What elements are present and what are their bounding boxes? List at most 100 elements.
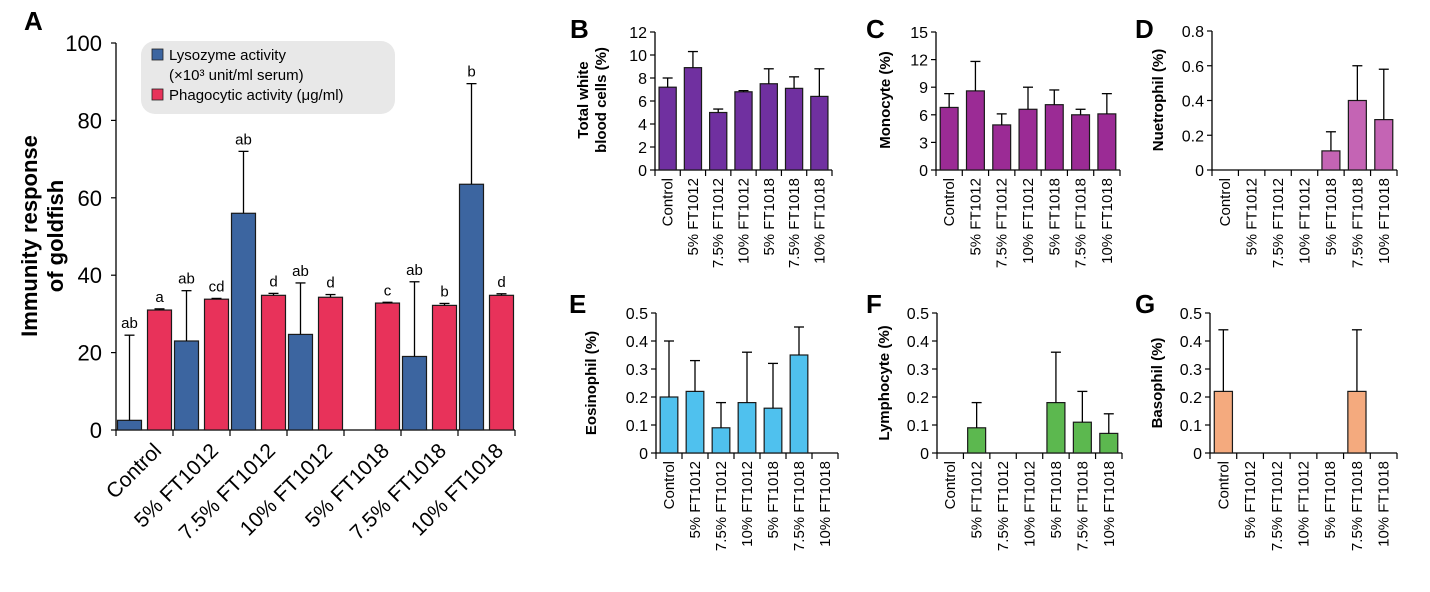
x-category-label: 5% FT1018 xyxy=(1046,178,1063,256)
y-axis-label: Monocyte (%) xyxy=(877,51,894,149)
bar-a-0-0 xyxy=(116,419,143,431)
y-tick-label: 0.5 xyxy=(907,306,929,323)
x-category-label: 10% FT1018 xyxy=(1099,178,1116,264)
x-category-label: 5% FT1018 xyxy=(1322,461,1339,539)
x-category-label: 5% FT1018 xyxy=(761,178,778,256)
bar-b-0-1 xyxy=(683,67,703,171)
bar-e-0-2 xyxy=(711,427,731,454)
bar-d-0-5 xyxy=(1347,99,1367,171)
legend-entry: Phagocytic activity (μg/ml) xyxy=(169,87,344,104)
significance-label: cd xyxy=(209,278,225,295)
bar-f-0-1 xyxy=(967,427,987,454)
y-tick-label: 6 xyxy=(638,94,647,111)
x-category-label: 7.5% FT1018 xyxy=(1349,178,1366,268)
x-category-label: Control xyxy=(1215,461,1232,509)
y-tick-label: 0 xyxy=(1195,163,1204,180)
significance-label: a xyxy=(155,289,164,306)
bar-a-1-4 xyxy=(374,302,401,431)
bar-e-0-4 xyxy=(763,407,783,454)
y-tick-label: 9 xyxy=(919,80,928,97)
bar-c-0-0 xyxy=(939,106,959,171)
panel-f: F Lymphocyte (%) 0 0.1 0.2 0.3 0.4 0.5 Control 5%… xyxy=(866,289,1123,551)
x-category-label: 5% FT1018 xyxy=(1048,461,1065,539)
x-category-label: 10% FT1012 xyxy=(1297,178,1314,264)
y-tick-label: 12 xyxy=(910,53,928,70)
y-tick-label: 0 xyxy=(920,446,929,463)
y-tick-label: 0 xyxy=(1193,446,1202,463)
significance-label: ab xyxy=(235,131,252,148)
panel-letter: A xyxy=(24,6,43,36)
bar-a-1-2 xyxy=(260,294,287,431)
bar-c-0-1 xyxy=(965,90,985,171)
y-tick-label: 0.2 xyxy=(626,390,648,407)
bar-a-0-1 xyxy=(173,340,200,431)
legend-box xyxy=(141,41,395,114)
bar-d-0-4 xyxy=(1321,150,1341,171)
panel-a: A Immunity response of goldfish 0 20 40 60 80 10… xyxy=(17,6,516,545)
panel-letter: B xyxy=(570,14,589,44)
y-tick-label: 0.2 xyxy=(907,390,929,407)
y-tick-label: 100 xyxy=(65,31,102,56)
x-category-label: 5% FT1012 xyxy=(687,461,704,539)
legend-entry: (×10³ unit/ml serum) xyxy=(169,67,304,84)
y-tick-label: 8 xyxy=(638,71,647,88)
legend: Lysozyme activity (×10³ unit/ml serum) Pha… xyxy=(141,41,395,114)
legend-entry: Lysozyme activity xyxy=(169,47,286,64)
bar-c-0-5 xyxy=(1071,114,1091,171)
legend-swatch xyxy=(151,48,164,61)
bar-d-0-6 xyxy=(1374,119,1394,171)
x-category-label: 5% FT1012 xyxy=(1242,461,1259,539)
y-tick-label: 0.3 xyxy=(1180,362,1202,379)
significance-label: ab xyxy=(292,263,309,280)
y-tick-label: 0.3 xyxy=(907,362,929,379)
y-tick-label: 6 xyxy=(919,108,928,125)
y-axis-label: Immunity response xyxy=(17,135,42,337)
y-axis-label: Eosinophil (%) xyxy=(583,331,600,435)
bar-c-0-2 xyxy=(992,124,1012,171)
bar-a-1-5 xyxy=(431,304,458,431)
bar-a-0-6 xyxy=(458,183,485,431)
bar-b-0-6 xyxy=(810,95,829,171)
x-category-label: 10% FT1018 xyxy=(1376,461,1393,547)
x-category-label: 10% FT1012 xyxy=(1022,461,1039,547)
bar-f-0-4 xyxy=(1046,402,1066,454)
y-tick-label: 15 xyxy=(910,25,928,42)
bar-a-1-3 xyxy=(317,296,344,431)
x-category-label: 7.5% FT1018 xyxy=(786,178,803,268)
bar-b-0-2 xyxy=(709,111,728,171)
y-tick-label: 12 xyxy=(629,25,647,42)
panel-c: C Monocyte (%) 0 3 6 9 12 15 Control 5% FT1012 7.5… xyxy=(866,14,1121,268)
x-category-label: 5% FT1018 xyxy=(765,461,782,539)
y-tick-label: 60 xyxy=(78,186,102,211)
bar-f-0-6 xyxy=(1099,432,1119,454)
bar-c-0-6 xyxy=(1097,113,1117,171)
bar-a-0-2 xyxy=(230,212,257,431)
y-tick-label: 20 xyxy=(78,341,102,366)
x-category-label: 7.5% FT1018 xyxy=(1349,461,1366,551)
bar-b-0-0 xyxy=(658,86,677,171)
y-tick-label: 0.1 xyxy=(626,418,648,435)
x-category-label: 7.5% FT1018 xyxy=(1074,461,1091,551)
y-axis-label: Total white xyxy=(575,61,592,138)
y-tick-label: 0.4 xyxy=(907,334,929,351)
x-category-label: 5% FT1018 xyxy=(1323,178,1340,256)
y-tick-label: 80 xyxy=(78,108,102,133)
y-tick-label: 2 xyxy=(638,140,647,157)
legend-swatch xyxy=(151,88,164,101)
significance-label: d xyxy=(269,273,277,290)
significance-label: b xyxy=(467,64,475,81)
y-tick-label: 0.8 xyxy=(1182,24,1204,41)
y-tick-label: 0.4 xyxy=(1182,94,1204,111)
x-category-label: Control xyxy=(661,461,678,509)
x-category-label: 7.5% FT1012 xyxy=(995,461,1012,551)
bar-a-0-5 xyxy=(401,355,428,431)
x-category-label: 5% FT1012 xyxy=(969,461,986,539)
y-axis-label: Lymphocyte (%) xyxy=(876,325,893,440)
x-category-label: 7.5% FT1012 xyxy=(713,461,730,551)
bar-a-0-3 xyxy=(287,333,314,431)
y-axis-label: blood cells (%) xyxy=(593,47,610,153)
y-tick-label: 0.2 xyxy=(1182,128,1204,145)
y-tick-label: 0.3 xyxy=(626,362,648,379)
bar-e-0-1 xyxy=(685,390,705,454)
